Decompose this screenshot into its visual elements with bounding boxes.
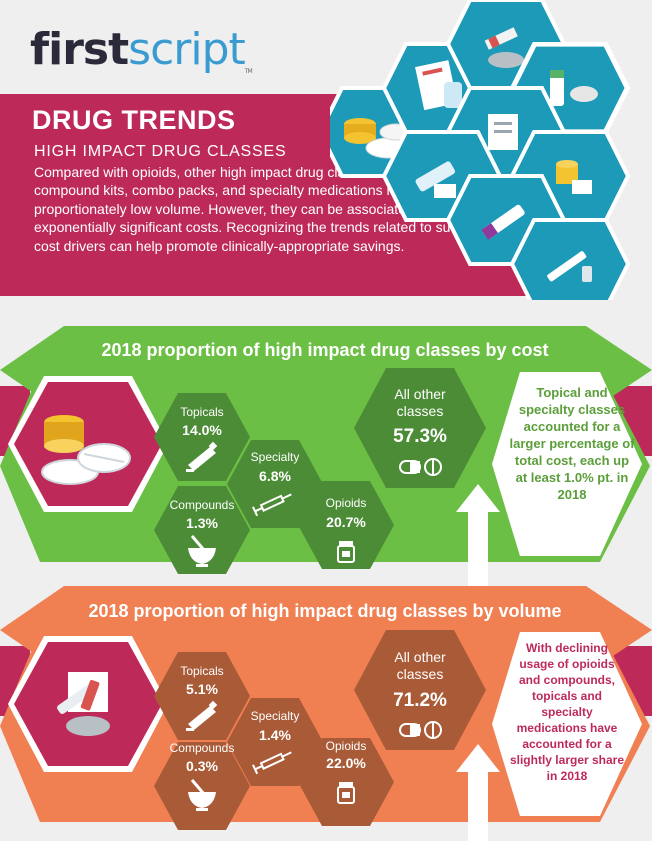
hex-syringe-icon xyxy=(510,218,630,300)
firstscript-logo: firstscriptTM xyxy=(30,24,253,75)
cost-compounds-hex: Compounds 1.3% xyxy=(154,486,250,574)
hex-box-icon xyxy=(446,86,566,178)
volume-compounds-label: Compounds xyxy=(170,741,235,755)
volume-note-bg xyxy=(492,632,642,816)
mortar-pestle-icon xyxy=(188,535,216,567)
pill-bottle-icon xyxy=(337,782,355,804)
hex-prescription-icon xyxy=(382,42,502,134)
cost-other-value: 57.3% xyxy=(393,426,447,447)
volume-hero-hexagon xyxy=(8,636,168,772)
cost-topicals-label: Topicals xyxy=(180,405,223,419)
volume-heading: 2018 proportion of high impact drug clas… xyxy=(88,601,561,621)
volume-other-label-2: classes xyxy=(397,666,444,682)
cost-other-label-1: All other xyxy=(394,386,446,402)
hex-bottles-icon xyxy=(510,42,630,134)
cost-note: Topical and specialty classes accounted … xyxy=(509,385,635,502)
cost-up-arrow-icon xyxy=(456,484,500,596)
cost-opioids-label: Opioids xyxy=(326,496,367,510)
coins-and-pills-icon xyxy=(41,415,131,485)
cost-other-label-2: classes xyxy=(397,403,444,419)
mortar-pestle-icon xyxy=(188,779,216,811)
capsule-tablet-icon xyxy=(399,458,442,476)
hex-vial-icon xyxy=(446,0,566,90)
volume-other-value: 71.2% xyxy=(393,690,447,711)
volume-up-arrow-icon xyxy=(456,744,500,841)
volume-specialty-label: Specialty xyxy=(251,709,300,723)
volume-topicals-label: Topicals xyxy=(180,664,223,678)
capsule-tablet-icon xyxy=(399,721,442,739)
volume-opioids-value: 22.0% xyxy=(326,755,366,771)
volume-note: With declining usage of opioids and comp… xyxy=(509,641,625,783)
cost-note-bg xyxy=(492,372,642,556)
cost-topicals-hex: Topicals 14.0% xyxy=(154,393,250,481)
volume-specialty-hex: Specialty 1.4% xyxy=(227,698,323,786)
cost-topicals-value: 14.0% xyxy=(182,422,222,438)
cost-hero-hexagon xyxy=(8,376,168,512)
syringe-and-mortar-icon xyxy=(57,672,110,736)
hex-pills-bottle-icon xyxy=(510,130,630,222)
cost-specialty-label: Specialty xyxy=(251,450,300,464)
cost-opioids-hex: Opioids 20.7% xyxy=(298,481,394,569)
cost-compounds-label: Compounds xyxy=(170,498,235,512)
volume-specialty-value: 1.4% xyxy=(259,727,291,743)
volume-other-hex: All other classes 71.2% xyxy=(354,630,486,750)
volume-other-label-1: All other xyxy=(394,649,446,665)
page-subtitle: HIGH IMPACT DRUG CLASSES xyxy=(34,143,287,160)
volume-compounds-hex: Compounds 0.3% xyxy=(154,741,250,830)
hex-tube-icon xyxy=(446,174,566,266)
hex-ointment-icon xyxy=(382,130,502,222)
volume-compounds-value: 0.3% xyxy=(186,758,218,774)
cost-section: 2018 proportion of high impact drug clas… xyxy=(0,326,652,596)
cost-compounds-value: 1.3% xyxy=(186,515,218,531)
cost-heading: 2018 proportion of high impact drug clas… xyxy=(101,340,548,360)
cost-specialty-hex: Specialty 6.8% xyxy=(227,440,323,528)
pill-bottle-icon xyxy=(337,541,355,563)
volume-topicals-value: 5.1% xyxy=(186,681,218,697)
syringe-icon xyxy=(252,493,292,517)
syringe-icon xyxy=(252,751,292,775)
volume-section: 2018 proportion of high impact drug clas… xyxy=(0,586,652,841)
page-title: DRUG TRENDS xyxy=(32,105,236,135)
ointment-tube-icon xyxy=(186,441,218,472)
cost-opioids-value: 20.7% xyxy=(326,514,366,530)
volume-opioids-hex: Opioids 22.0% xyxy=(298,738,394,826)
volume-topicals-hex: Topicals 5.1% xyxy=(154,652,250,740)
volume-opioids-label: Opioids xyxy=(326,739,367,753)
cost-specialty-value: 6.8% xyxy=(259,468,291,484)
cost-other-hex: All other classes 57.3% xyxy=(354,368,486,488)
hero-hexagon-cluster xyxy=(330,0,630,300)
